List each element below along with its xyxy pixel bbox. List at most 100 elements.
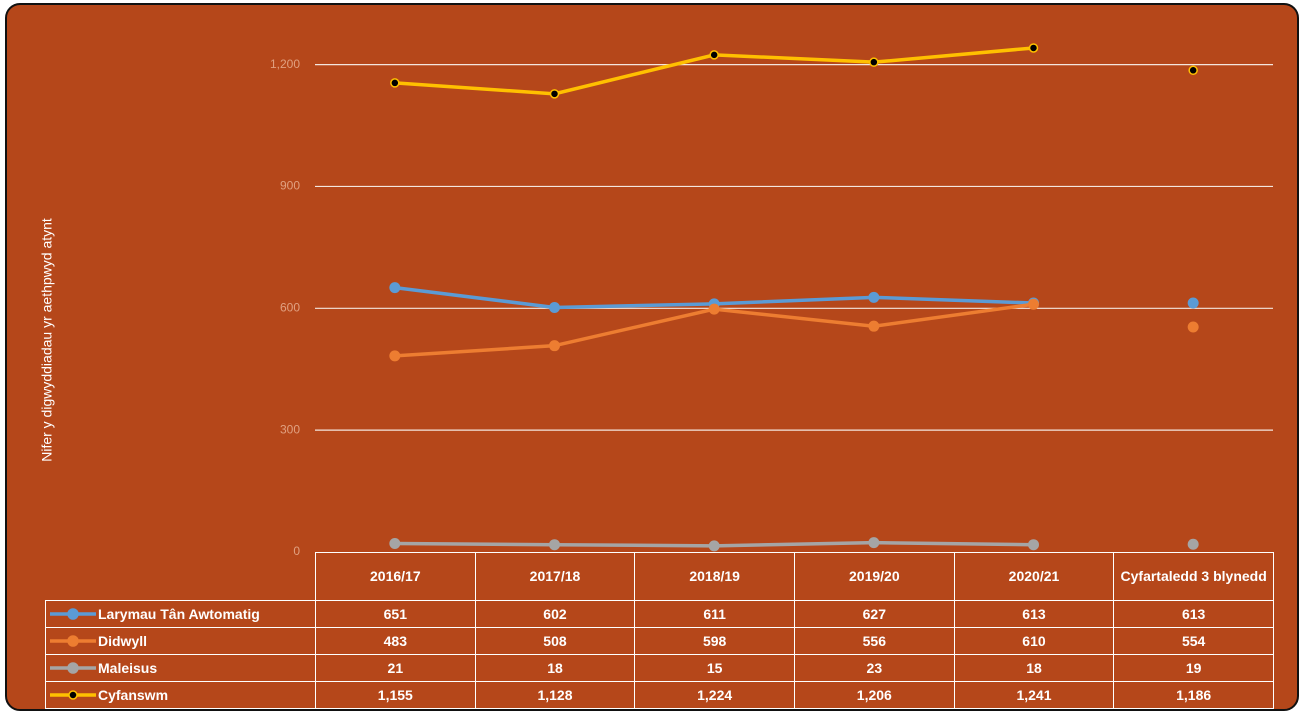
marker: [1028, 298, 1039, 310]
table-header-text: 2017/18: [529, 568, 581, 584]
table-cell-text: 508: [543, 632, 567, 649]
legend-cell: Didwyll: [45, 627, 316, 655]
table-cell-text: 483: [383, 632, 407, 649]
y-tick-label: 0: [293, 544, 300, 558]
table-header-text: 2018/19: [689, 568, 740, 584]
marker: [708, 303, 720, 315]
marker: [1187, 538, 1199, 550]
marker: [709, 50, 719, 60]
table-cell-text: 611: [703, 605, 726, 622]
table-header-text: 2019/20: [849, 568, 900, 584]
legend-key: [50, 662, 96, 674]
table-header: 2018/19: [634, 552, 795, 601]
table-cell: 556: [794, 627, 955, 655]
table-cell: 1,128: [474, 681, 636, 709]
marker: [1028, 539, 1039, 551]
marker: [549, 301, 560, 313]
marker: [868, 320, 880, 332]
y-tick-label: 300: [280, 422, 300, 436]
y-tick-label: 900: [280, 179, 300, 193]
table-header: 2020/21: [953, 552, 1115, 601]
table-header: 2017/18: [474, 552, 636, 601]
table-cell: 18: [474, 654, 636, 682]
table-cell: 15: [634, 654, 795, 682]
y-axis-label: Nifer y digwyddiadau yr aethpwyd atynt: [39, 218, 55, 462]
legend-cell: Maleisus: [45, 654, 316, 682]
table-header-text: 2020/21: [1008, 568, 1060, 584]
marker: [389, 350, 401, 362]
y-tick-label: 600: [280, 300, 300, 314]
marker: [869, 57, 879, 67]
marker: [549, 89, 560, 99]
table-cell-text: 1,206: [856, 686, 892, 703]
table-cell-text: 21: [387, 659, 404, 676]
table-cell: 23: [794, 654, 955, 682]
table-cell-text: 627: [862, 605, 886, 622]
table-cell-text: 1,128: [537, 686, 573, 703]
table-cell: 598: [634, 627, 795, 655]
legend-label: Cyfanswm: [98, 686, 169, 703]
table-cell: 508: [474, 627, 636, 655]
marker: [1188, 65, 1198, 76]
table-cell-text: 15: [706, 659, 723, 676]
marker: [1187, 297, 1199, 309]
marker: [390, 78, 400, 88]
table-cell-text: 651: [383, 605, 407, 622]
table-header: 2016/17: [315, 552, 476, 601]
legend-key: [50, 635, 96, 647]
table-cell: 483: [315, 627, 476, 655]
table-cell-text: 613: [1181, 605, 1206, 622]
legend-label: Maleisus: [98, 659, 158, 676]
marker: [549, 340, 560, 352]
marker: [708, 540, 720, 552]
table-cell-text: 1,155: [377, 686, 413, 703]
table-cell-text: 1,224: [697, 686, 733, 703]
table-cell-text: 1,241: [1016, 686, 1052, 703]
table-cell: 554: [1113, 627, 1274, 655]
table-cell: 1,155: [315, 681, 476, 709]
table-cell-text: 610: [1022, 632, 1046, 649]
table-cell: 1,224: [634, 681, 795, 709]
table-cell: 611: [634, 600, 795, 628]
table-cell: 613: [953, 600, 1115, 628]
y-tick-label: 1,200: [270, 57, 300, 71]
table-header: Cyfartaledd 3 blynedd: [1113, 552, 1274, 601]
marker: [389, 537, 401, 549]
table-cell-text: 556: [862, 632, 886, 649]
table-header: 2019/20: [794, 552, 955, 601]
table-cell: 19: [1113, 654, 1274, 682]
table-cell-text: 18: [1026, 659, 1042, 676]
table-header-text: 2016/17: [370, 568, 421, 584]
marker: [389, 282, 401, 294]
table-cell: 1,206: [794, 681, 955, 709]
table-cell: 1,241: [953, 681, 1115, 709]
table-cell: 610: [953, 627, 1115, 655]
table-cell: 21: [315, 654, 476, 682]
table-cell-text: 613: [1022, 605, 1046, 622]
marker: [549, 539, 560, 551]
table-cell-text: 18: [547, 659, 563, 676]
table-cell: 627: [794, 600, 955, 628]
marker: [868, 537, 880, 549]
table-cell-text: 19: [1185, 659, 1202, 676]
table-cell-text: 598: [702, 632, 727, 649]
table-cell: 613: [1113, 600, 1274, 628]
table-header-text: Cyfartaledd 3 blynedd: [1120, 568, 1267, 584]
table-cell-text: 554: [1181, 632, 1206, 649]
table-cell: 1,186: [1113, 681, 1274, 709]
table-cell: 602: [474, 600, 636, 628]
legend-label: Larymau Tân Awtomatig: [98, 605, 260, 622]
table-cell: 18: [953, 654, 1115, 682]
legend-cell: Larymau Tân Awtomatig: [45, 600, 316, 628]
legend-key: [50, 608, 96, 620]
table-cell-text: 602: [543, 605, 567, 622]
legend-label: Didwyll: [98, 632, 148, 649]
legend-key: [50, 690, 96, 700]
chart-background: [5, 3, 1299, 711]
legend-cell: Cyfanswm: [45, 681, 316, 709]
table-cell-text: 1,186: [1176, 686, 1212, 703]
table-cell: 651: [315, 600, 476, 628]
table-cell-text: 23: [866, 659, 883, 676]
